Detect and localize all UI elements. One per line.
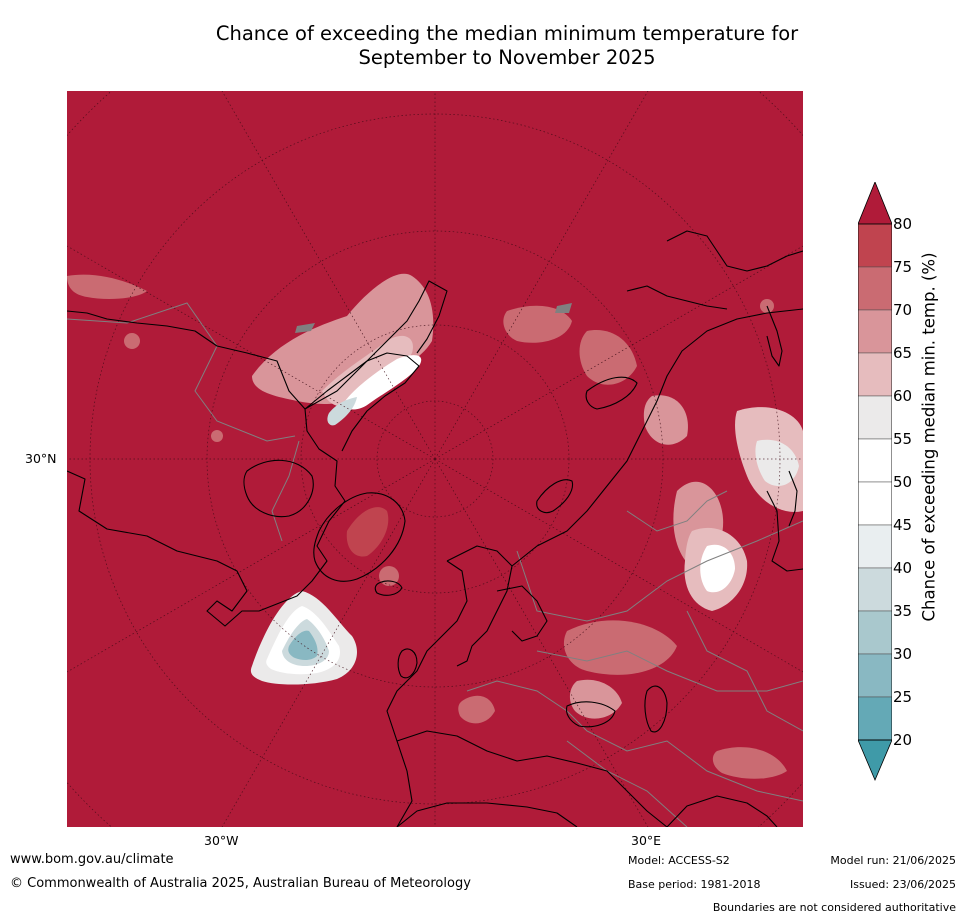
coast-baltic [496, 585, 548, 642]
coast-greenland [313, 492, 406, 582]
colorbar-tick-25: 25 [893, 688, 913, 706]
coast-novaya-zemlya [536, 479, 574, 514]
patch-speck-2 [211, 430, 223, 442]
coast-africa [396, 802, 578, 827]
coast-british-isles [397, 648, 418, 679]
coast-taymyr [585, 376, 638, 410]
colorbar-tick-40: 40 [893, 559, 913, 577]
coast-east-asia [766, 490, 803, 572]
footer-copyright: © Commonwealth of Australia 2025, Austra… [10, 876, 471, 891]
coast-scandinavia [446, 545, 513, 667]
probability-map [67, 91, 803, 827]
patch-alaska-blue [327, 397, 357, 426]
colorbar-top-extension [857, 180, 893, 225]
country-borders [67, 302, 803, 827]
coast-russia-arctic [511, 308, 803, 567]
coastlines [67, 230, 803, 827]
footer-disclaimer: Boundaries are not considered authoritat… [712, 901, 956, 914]
patch-bering-grey [555, 303, 572, 313]
colorbar-tick-55: 55 [893, 430, 913, 448]
patch-siberia-1 [503, 305, 572, 343]
colorbar-tick-60: 60 [893, 387, 913, 405]
title-line-1: Chance of exceeding the median minimum t… [215, 22, 799, 45]
colorbar-graphic [857, 180, 893, 782]
coast-kamchatka [766, 305, 783, 367]
map-canvas [67, 91, 803, 827]
coast-hudson-bay [243, 459, 314, 518]
coast-arctic-islands [304, 352, 420, 452]
patch-siberia-2 [579, 330, 637, 385]
colorbar-bands [857, 223, 893, 741]
footer-model: Model: ACCESS-S2 [628, 854, 730, 867]
colorbar-tick-65: 65 [893, 344, 913, 362]
colorbar-tick-80: 80 [893, 215, 913, 233]
coast-caspian [644, 685, 668, 733]
patch-alaska-grey [295, 323, 315, 333]
patch-china-inner [700, 544, 735, 593]
colorbar-tick-45: 45 [893, 516, 913, 534]
patch-mideast [712, 747, 787, 779]
colorbar-tick-30: 30 [893, 645, 913, 663]
lon-label-30w: 30°W [204, 833, 239, 848]
lon-label-30e: 30°E [631, 833, 662, 848]
lat-label-30n: 30°N [25, 451, 57, 466]
probability-patches [67, 273, 803, 779]
patch-europe-east [563, 620, 677, 675]
patch-iberia [458, 695, 495, 724]
colorbar-tick-20: 20 [893, 731, 913, 749]
map-title: Chance of exceeding the median minimum t… [67, 22, 947, 70]
colorbar-tick-75: 75 [893, 258, 913, 276]
coast-black-sea [565, 701, 616, 728]
colorbar-tick-70: 70 [893, 301, 913, 319]
coast-mediterranean [396, 730, 668, 827]
patch-east-asia-2w [755, 439, 799, 486]
patch-black-sea [569, 679, 622, 719]
patch-alaska-white [345, 355, 422, 410]
colorbar [857, 180, 893, 782]
patch-speck-1 [124, 333, 140, 349]
coast-alaska [304, 280, 448, 410]
colorbar-tick-50: 50 [893, 473, 913, 491]
footer-model-run: Model run: 21/06/2025 [830, 854, 956, 867]
patch-greenland [346, 507, 389, 557]
footer-issued: Issued: 23/06/2025 [849, 878, 956, 891]
coast-north-america [67, 310, 346, 627]
coast-east-siberia [666, 230, 803, 272]
patch-east-asia-1 [643, 395, 688, 445]
graticule [67, 91, 803, 827]
coast-iceland [374, 580, 403, 596]
patch-pacific-strip [67, 274, 147, 299]
coast-chukotka [626, 285, 728, 310]
colorbar-bottom-extension [857, 739, 893, 782]
footer-base-period: Base period: 1981-2018 [628, 878, 761, 891]
title-line-2: September to November 2025 [358, 46, 656, 69]
patch-atlantic-blue [288, 630, 318, 661]
coast-japan [788, 470, 798, 527]
coast-arabia [666, 795, 778, 827]
coast-europe [386, 560, 468, 827]
colorbar-title: Chance of exceeding median min. temp. (%… [919, 252, 939, 622]
footer-url: www.bom.gov.au/climate [10, 852, 174, 867]
colorbar-tick-35: 35 [893, 602, 913, 620]
